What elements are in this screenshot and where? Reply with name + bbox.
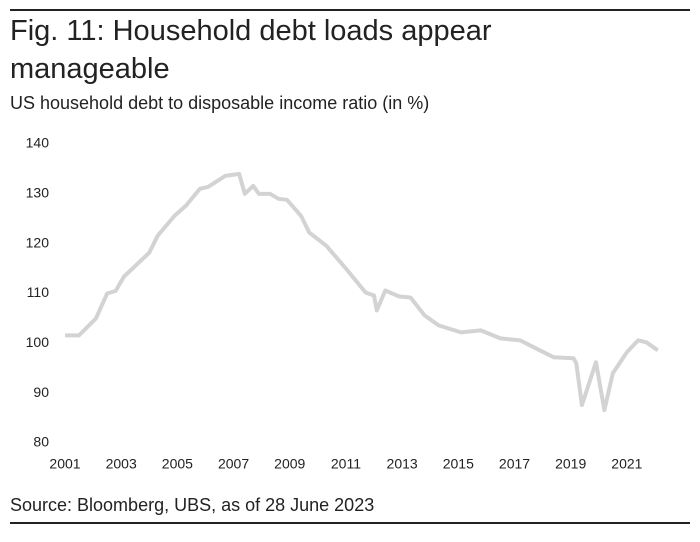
chart-title: Fig. 11: Household debt loads appear man… <box>10 15 492 85</box>
y-tick-label: 90 <box>33 384 49 400</box>
x-tick-label: 2007 <box>218 456 249 472</box>
source-note: Source: Bloomberg, UBS, as of 28 June 20… <box>10 495 375 515</box>
x-tick-label: 2009 <box>274 456 305 472</box>
top-rule <box>10 9 690 11</box>
x-tick-label: 2015 <box>443 456 474 472</box>
chart-subtitle: US household debt to disposable income r… <box>10 93 430 113</box>
x-tick-label: 2001 <box>49 456 80 472</box>
y-tick-label: 100 <box>26 334 50 350</box>
bottom-rule <box>10 522 690 524</box>
y-tick-label: 140 <box>26 135 50 151</box>
x-tick-label: 2003 <box>106 456 137 472</box>
x-tick-label: 2011 <box>331 456 361 472</box>
y-tick-label: 80 <box>33 434 49 450</box>
y-tick-label: 130 <box>26 185 50 201</box>
data-line <box>65 171 659 413</box>
x-tick-label: 2017 <box>499 456 530 472</box>
x-tick-label: 2005 <box>162 456 193 472</box>
y-tick-label: 120 <box>26 234 50 250</box>
y-tick-label: 110 <box>27 284 50 300</box>
x-tick-label: 2021 <box>611 456 642 472</box>
x-tick-label: 2013 <box>387 456 418 472</box>
x-tick-label: 2019 <box>555 456 586 472</box>
